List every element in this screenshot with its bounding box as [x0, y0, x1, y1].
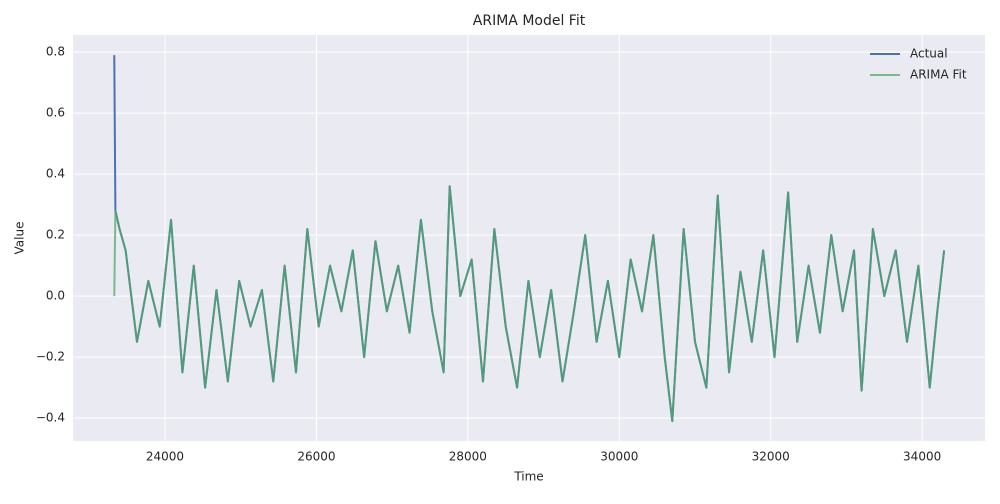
y-tick-label: −0.4 [36, 411, 65, 425]
x-tick-label: 26000 [297, 450, 335, 464]
x-tick-label: 28000 [449, 450, 487, 464]
y-tick-label: 0.6 [46, 106, 65, 120]
y-tick-label: 0.8 [46, 45, 65, 59]
legend-label: ARIMA Fit [910, 68, 967, 82]
chart-title: ARIMA Model Fit [473, 13, 586, 29]
x-tick-label: 24000 [146, 450, 184, 464]
x-tick-label: 30000 [600, 450, 638, 464]
y-axis-label: Value [13, 222, 27, 255]
y-tick-label: 0.4 [46, 167, 65, 181]
x-tick-label: 34000 [903, 450, 941, 464]
x-tick-label: 32000 [752, 450, 790, 464]
y-tick-label: 0.2 [46, 228, 65, 242]
legend-label: Actual [910, 47, 948, 61]
y-tick-label: −0.2 [36, 350, 65, 364]
x-axis-label: Time [513, 470, 543, 484]
plot-area [73, 35, 985, 441]
series-line [113, 185, 946, 423]
y-tick-label: 0.0 [46, 289, 65, 303]
